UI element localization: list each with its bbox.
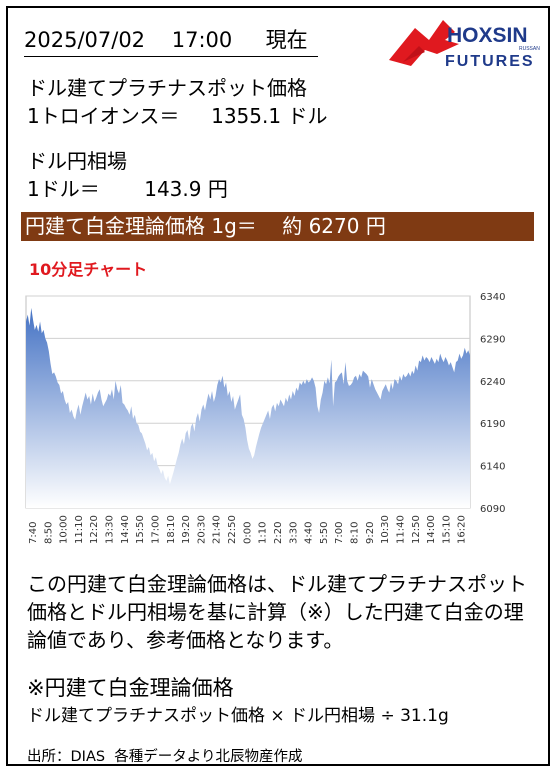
x-tick-label: 20:30 xyxy=(196,515,207,544)
x-tick-label: 18:10 xyxy=(166,515,177,544)
x-tick-label: 22:50 xyxy=(227,515,238,544)
x-tick-label: 4:40 xyxy=(304,522,315,544)
x-tick-label: 1:10 xyxy=(258,522,269,544)
x-tick-label: 10:00 xyxy=(59,515,70,544)
x-tick-label: 13:30 xyxy=(105,515,116,544)
price-chart: 6340 6290 6240 6190 6140 6090 7:40 8:50 10:00 11… xyxy=(25,292,505,544)
hoxsin-logo: HOXSIN RUSSAN FUTURES xyxy=(389,20,540,70)
x-tick-label: 21:40 xyxy=(212,515,223,544)
source-note: 出所：DIAS 各種データより北辰物産作成 xyxy=(27,749,303,765)
x-tick-label: 12:50 xyxy=(411,515,422,544)
y-tick-label: 6340 xyxy=(480,292,505,303)
y-tick-label: 6240 xyxy=(480,377,505,388)
x-tick-label: 14:40 xyxy=(120,515,131,544)
y-tick-label: 6090 xyxy=(480,504,505,515)
description-text: この円建て白金理論価格は、ドル建てプラチナスポット価格とドル円相場を基に計算（※… xyxy=(27,572,527,652)
y-tick-label: 6290 xyxy=(480,334,505,345)
logo-sub: FUTURES xyxy=(445,53,535,70)
x-tick-label: 7:00 xyxy=(334,522,345,544)
header-datetime: 2025/07/02 17:00 現在 xyxy=(24,24,318,57)
x-tick-label: 11:10 xyxy=(74,515,85,544)
x-tick-label: 8:50 xyxy=(43,522,54,544)
x-tick-label: 16:20 xyxy=(457,515,468,544)
x-tick-label: 10:30 xyxy=(380,515,391,544)
logo-swoosh-icon xyxy=(389,20,459,66)
x-tick-label: 9:20 xyxy=(365,522,376,544)
x-tick-label: 3:30 xyxy=(288,522,299,544)
fx-value: 1ドル＝ 143.9 円 xyxy=(27,177,228,201)
x-tick-label: 0:00 xyxy=(242,522,253,544)
price-area-series xyxy=(26,307,470,508)
logo-brand: HOXSIN xyxy=(447,24,528,47)
x-tick-label: 2:20 xyxy=(273,522,284,544)
x-tick-label: 8:10 xyxy=(350,522,361,544)
formula-title: ※円建て白金理論価格 xyxy=(27,676,234,700)
platinum-value: 1トロイオンス＝ 1355.1 ドル xyxy=(27,104,328,128)
theoretical-price-banner: 円建て白金理論価格 1g＝ 約 6270 円 xyxy=(21,212,534,241)
y-tick-label: 6140 xyxy=(480,462,505,473)
logo-tag: RUSSAN xyxy=(519,46,540,52)
x-tick-label: 15:50 xyxy=(135,515,146,544)
fx-label: ドル円相場 xyxy=(27,149,127,173)
x-tick-label: 14:00 xyxy=(426,515,437,544)
x-tick-label: 5:50 xyxy=(319,522,330,544)
chart-title: 10分足チャート xyxy=(29,260,148,279)
x-tick-label: 11:40 xyxy=(395,515,406,544)
platinum-label: ドル建てプラチナスポット価格 xyxy=(27,76,307,100)
card-frame xyxy=(6,6,550,766)
x-tick-label: 15:10 xyxy=(441,515,452,544)
x-tick-label: 7:40 xyxy=(28,522,39,544)
formula-text: ドル建てプラチナスポット価格 × ドル円相場 ÷ 31.1g xyxy=(27,706,449,726)
x-tick-label: 12:20 xyxy=(89,515,100,544)
y-tick-label: 6190 xyxy=(480,419,505,430)
x-tick-label: 17:00 xyxy=(151,515,162,544)
x-tick-label: 19:20 xyxy=(181,515,192,544)
